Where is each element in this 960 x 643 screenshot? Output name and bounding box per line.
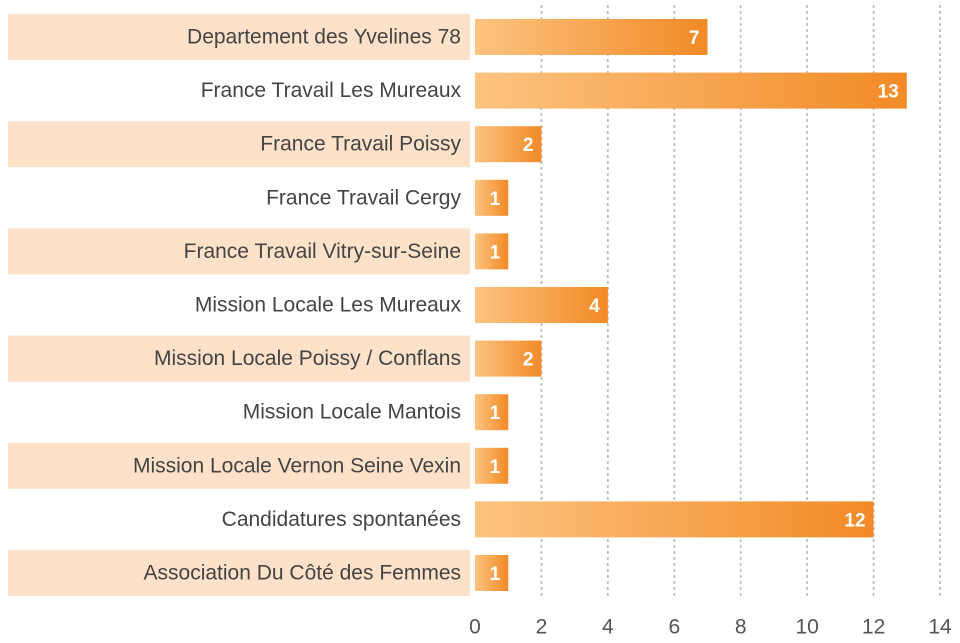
bar <box>475 233 509 270</box>
bar <box>475 501 874 538</box>
y-tick-label: Mission Locale Mantois <box>243 401 461 424</box>
label-band <box>8 228 470 275</box>
y-tick-label: Mission Locale Poissy / Conflans <box>154 347 461 370</box>
value-label: 1 <box>490 242 501 263</box>
label-band <box>8 121 470 168</box>
bar <box>475 72 907 109</box>
value-label: 13 <box>878 82 899 103</box>
value-label: 2 <box>523 135 534 156</box>
y-tick-label: Mission Locale Vernon Seine Vexin <box>133 454 461 477</box>
value-label: 4 <box>589 296 600 317</box>
bar <box>475 126 542 163</box>
value-label: 1 <box>490 564 501 585</box>
y-tick-label: Mission Locale Les Mureaux <box>195 294 462 317</box>
y-tick-label: Candidatures spontanées <box>222 508 461 531</box>
label-band <box>8 14 470 60</box>
bar <box>475 394 509 431</box>
label-band <box>8 335 470 382</box>
x-tick-label: 0 <box>469 616 481 639</box>
value-label: 12 <box>844 510 865 531</box>
x-tick-label: 8 <box>735 616 747 639</box>
x-tick-label: 4 <box>602 616 614 639</box>
y-tick-label: France Travail Les Mureaux <box>201 79 462 102</box>
bar <box>475 19 708 55</box>
x-tick-label: 10 <box>795 616 818 639</box>
bar <box>475 447 509 484</box>
bar <box>475 179 509 216</box>
value-label: 1 <box>490 189 501 210</box>
value-label: 7 <box>689 28 700 49</box>
bar <box>475 340 542 377</box>
bar <box>475 287 608 323</box>
y-tick-label: Association Du Côté des Femmes <box>144 562 461 585</box>
value-label: 2 <box>523 350 534 371</box>
x-tick-label: 14 <box>928 616 952 639</box>
y-tick-label: Departement des Yvelines 78 <box>187 26 461 49</box>
x-tick-label: 6 <box>668 616 680 639</box>
label-band <box>8 442 470 489</box>
value-label: 1 <box>490 457 501 478</box>
y-tick-label: France Travail Vitry-sur-Seine <box>184 240 461 263</box>
y-tick-label: France Travail Poissy <box>260 133 461 156</box>
value-label: 1 <box>490 403 501 424</box>
x-tick-label: 12 <box>862 616 885 639</box>
bar <box>475 555 509 591</box>
x-tick-label: 2 <box>536 616 548 639</box>
label-band <box>8 550 470 596</box>
y-tick-label: France Travail Cergy <box>266 186 461 209</box>
